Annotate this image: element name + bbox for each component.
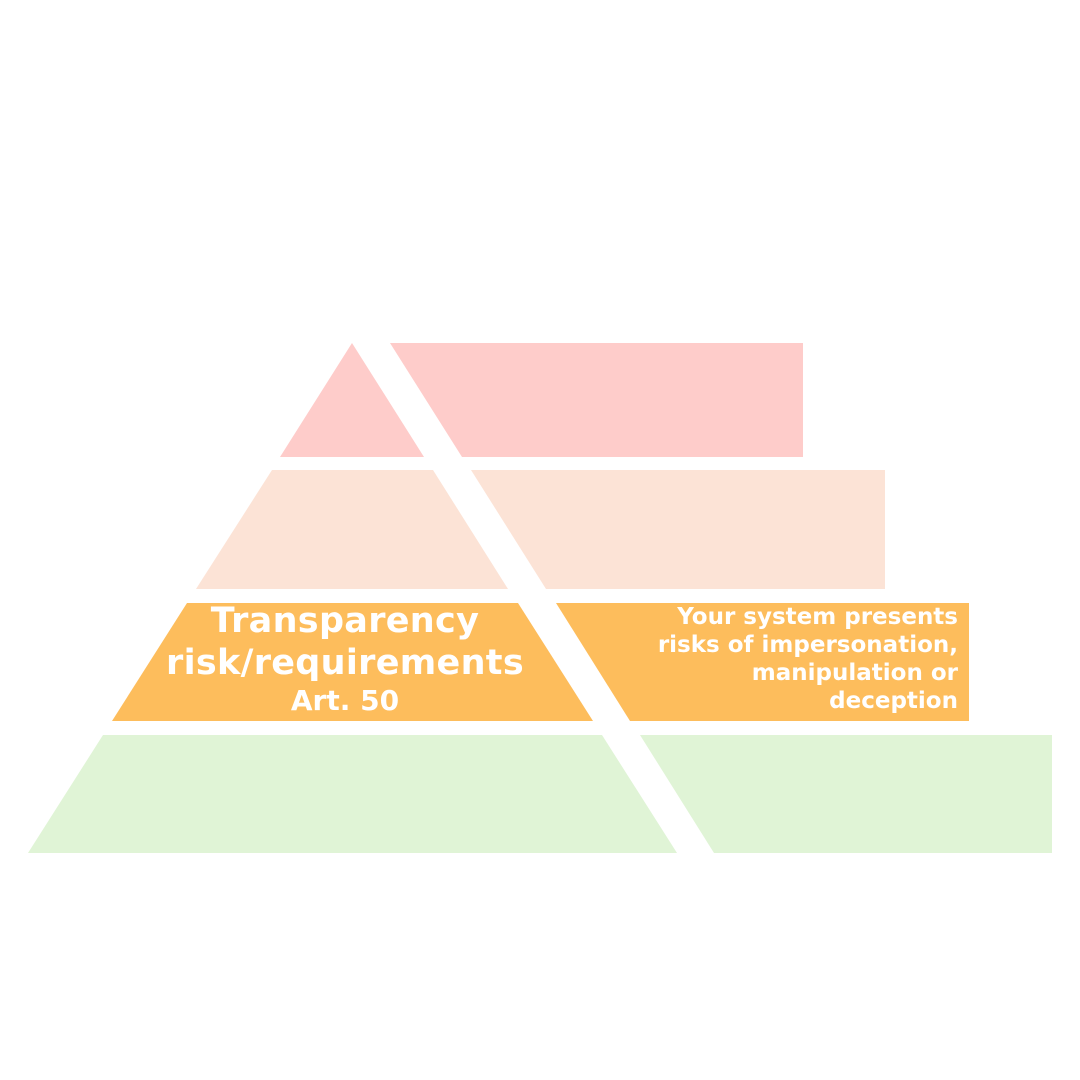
tier-2-right-shape: [471, 470, 885, 589]
tier-3-description: Your system presents risks of impersonat…: [657, 604, 958, 714]
tier-1-right-shape: [390, 343, 803, 457]
tier-3-article: Art. 50: [290, 684, 400, 717]
tier-1-left-shape: [280, 343, 424, 457]
tier-3-title: Transparency risk/requirements: [166, 601, 524, 683]
tier-3-right-shape: [556, 603, 969, 721]
tier-3-left-shape: [112, 603, 593, 721]
tier-2-left-shape: [196, 470, 508, 589]
tier-3-label: Transparency risk/requirements Art. 50: [150, 600, 540, 718]
tier-4-left-shape: [28, 735, 677, 853]
tier-4-right-shape: [640, 735, 1052, 853]
